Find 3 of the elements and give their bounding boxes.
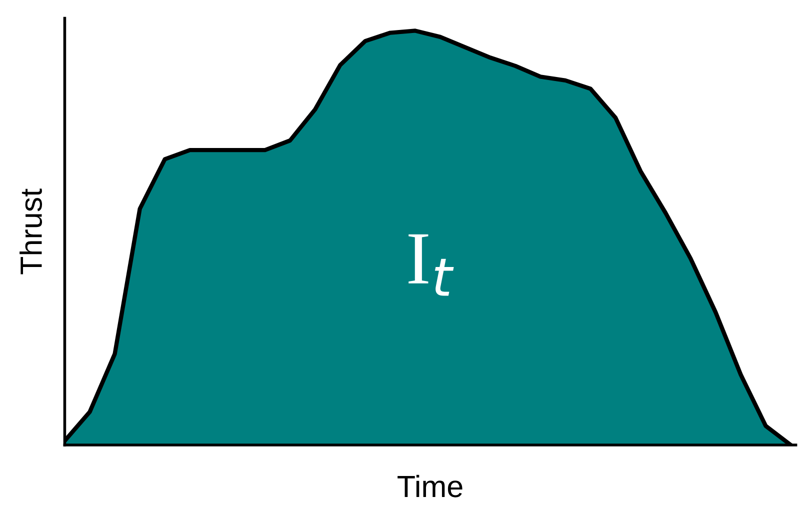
y-axis-title: Thrust (20, 188, 42, 274)
x-axis-title: Time (398, 474, 462, 498)
annotation: I$_{t}$ (408, 234, 454, 296)
